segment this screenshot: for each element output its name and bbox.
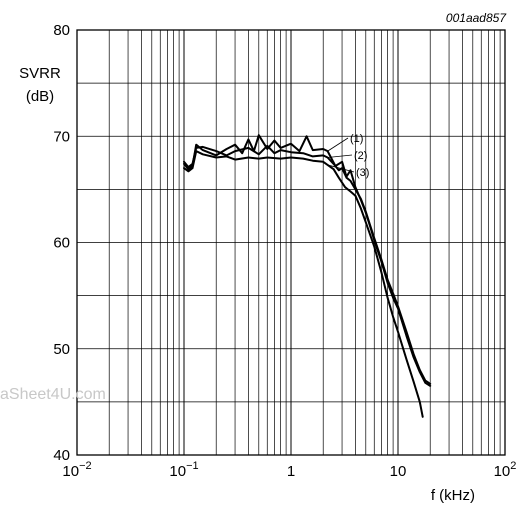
y-tick-labels: 40 50 60 70 80	[53, 22, 70, 464]
x-axis-label: f (kHz)	[431, 487, 475, 504]
x-tick-label: 10−2	[62, 460, 91, 480]
y-tick-label: 80	[53, 22, 70, 39]
series-callouts: (1) (2) (3)	[327, 133, 369, 179]
y-tick-label: 50	[53, 341, 70, 358]
callout-label: (2)	[354, 150, 367, 162]
y-tick-label: 70	[53, 128, 70, 145]
x-tick-labels: 10−2 10−1 1 10 102	[62, 460, 516, 480]
series-line-3	[183, 150, 424, 418]
callout-leader	[327, 137, 349, 152]
y-axis-label-line2: (dB)	[26, 88, 54, 105]
callout-leader	[327, 164, 355, 173]
callout-label: (3)	[356, 167, 369, 179]
grid-lines	[76, 30, 506, 455]
figure-reference: 001aad857	[446, 11, 507, 25]
x-tick-label: 10	[390, 463, 407, 480]
watermark: aSheet4U.com	[0, 386, 106, 403]
series-curves	[183, 134, 432, 418]
x-tick-label: 1	[287, 463, 295, 480]
y-tick-label: 40	[53, 447, 70, 464]
x-tick-label: 102	[494, 460, 517, 480]
x-tick-label: 10−1	[169, 460, 198, 480]
series-line-2	[183, 144, 432, 385]
series-line-1	[183, 134, 432, 387]
callout-label: (1)	[350, 133, 363, 145]
callout-leader	[327, 154, 353, 158]
y-axis-label-line1: SVRR	[19, 65, 61, 82]
plot-frame	[76, 29, 506, 456]
y-tick-label: 60	[53, 235, 70, 252]
